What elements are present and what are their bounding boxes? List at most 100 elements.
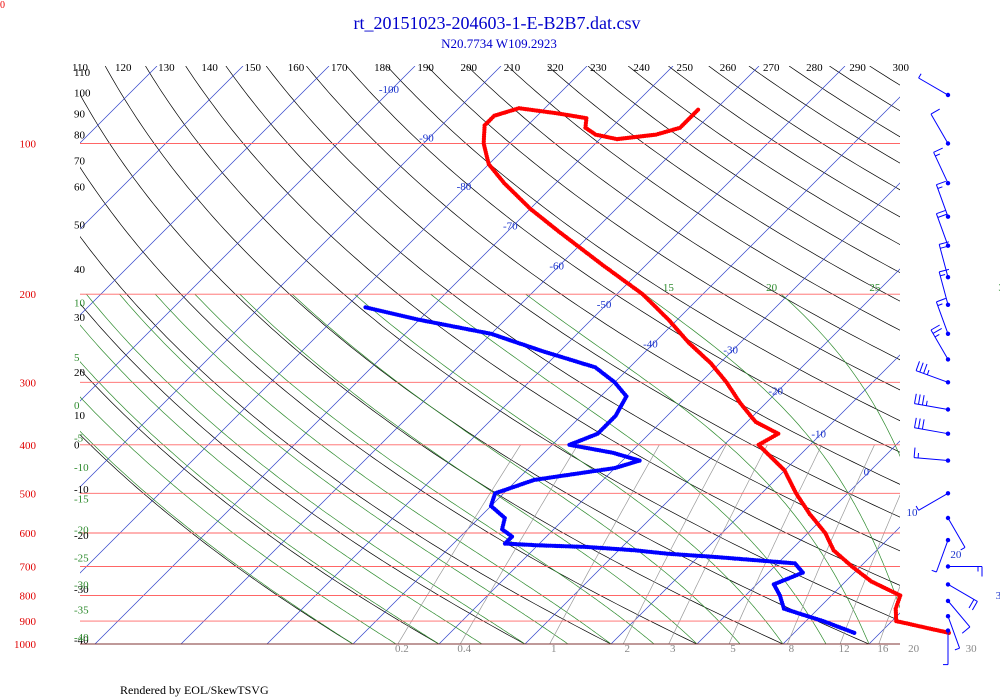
wind-barb <box>945 515 966 551</box>
wind-barb-staff <box>935 213 949 246</box>
moist-adiabat-label: -30 <box>74 580 89 592</box>
wind-barb-flag <box>923 363 928 374</box>
mixing-ratio-label: 0.2 <box>395 643 409 655</box>
wind-barb-staff <box>915 370 949 383</box>
corner-label: 0 <box>0 0 5 11</box>
moist-adiabat-line <box>909 294 998 644</box>
wind-barb-staff <box>933 152 949 184</box>
isotherm-line <box>80 66 244 230</box>
wind-barb <box>943 628 951 666</box>
wind-barb <box>930 108 951 146</box>
dry-adiabat-label: 90 <box>74 108 86 120</box>
isotherm-label: 20 <box>950 549 962 561</box>
isotherm-label: -10 <box>811 428 826 440</box>
theta-top-label: 130 <box>158 62 175 74</box>
wind-barb-flag <box>940 245 951 249</box>
theta-top-label: 260 <box>720 62 737 74</box>
wind-barb-flag <box>918 418 921 429</box>
isotherm-label: 0 <box>864 467 870 479</box>
wind-barb-half-flag <box>926 369 930 375</box>
wind-barb-flag <box>930 108 940 115</box>
mixing-ratio-label: 3 <box>670 643 676 655</box>
moist-adiabat-line <box>194 293 655 644</box>
isotherm-line <box>868 612 900 644</box>
isotherm-line <box>438 182 900 644</box>
wind-barb <box>935 180 951 219</box>
pressure-label: 100 <box>20 139 37 151</box>
temperature-point <box>696 107 701 112</box>
wind-barb-half-flag <box>918 73 922 79</box>
dry-adiabat-line <box>829 66 900 112</box>
moist-adiabat-label: -15 <box>74 493 89 505</box>
pressure-label: 500 <box>20 488 37 500</box>
wind-barb-dot <box>945 491 951 496</box>
isotherm-line <box>80 66 416 402</box>
wind-barb <box>913 447 951 463</box>
dry-adiabat-line <box>265 66 900 518</box>
dry-adiabat-line <box>225 66 900 552</box>
moist-adiabat-line <box>80 396 397 644</box>
isotherm-label: -30 <box>723 344 738 356</box>
moist-adiabat-line <box>430 293 827 644</box>
wind-barb-staff <box>918 77 949 96</box>
wind-barb-staff <box>935 539 949 573</box>
wind-barb-staff <box>947 583 978 602</box>
mixing-ratio-label: 16 <box>877 643 889 655</box>
wind-barb-flag <box>971 601 978 611</box>
dry-adiabat-line <box>80 302 526 644</box>
wind-barb-dot <box>945 214 951 219</box>
wind-barb <box>935 297 951 336</box>
dry-adiabat-line <box>587 66 900 273</box>
pressure-label: 1000 <box>14 639 37 651</box>
dry-adiabat-line <box>668 66 900 218</box>
dry-adiabat-label: 110 <box>74 67 91 79</box>
wind-barb <box>938 241 951 280</box>
wind-barbs <box>913 73 983 666</box>
moist-adiabat-label: -5 <box>74 433 84 445</box>
pressure-label: 600 <box>20 528 37 540</box>
theta-top-label: 300 <box>893 62 910 74</box>
dewpoint-point <box>363 305 368 310</box>
moist-adiabat-line <box>155 293 612 644</box>
theta-top-label: 200 <box>461 62 478 74</box>
mixing-ratio-label: 2 <box>624 643 630 655</box>
isotherm-line <box>610 354 900 644</box>
wind-barb-flag <box>936 209 946 215</box>
wind-barb-staff <box>918 492 949 511</box>
dry-adiabat-line <box>145 66 900 622</box>
dry-adiabat-label: 80 <box>74 130 86 142</box>
isotherm-label: -80 <box>457 181 472 193</box>
wind-barb-flag <box>939 241 950 245</box>
wind-barb-flag <box>932 327 942 334</box>
mixing-ratio-label: 8 <box>789 643 795 655</box>
pressure-label: 800 <box>20 590 37 602</box>
wind-barb <box>915 361 951 385</box>
wind-barb-staff <box>947 616 961 649</box>
wind-barb-flag <box>939 268 950 273</box>
mixing-ratio-label: 20 <box>908 643 920 655</box>
wind-barb-dot <box>945 582 951 587</box>
isotherm-label: -60 <box>549 260 564 272</box>
isotherm-line <box>80 66 330 316</box>
moist-adiabat-label: -10 <box>74 462 89 474</box>
isotherm-label: -50 <box>597 299 612 311</box>
wind-barb-dot <box>945 357 951 362</box>
dry-adiabat-line <box>80 93 784 644</box>
theta-top-label: 240 <box>633 62 650 74</box>
moist-adiabat-label: -25 <box>74 552 89 564</box>
wind-barb-flag <box>914 417 917 428</box>
isotherm-label: -100 <box>379 84 400 96</box>
theta-top-label: 190 <box>417 62 434 74</box>
theta-top-label: 270 <box>763 62 780 74</box>
wind-barb <box>915 491 951 511</box>
wind-barb-half-flag <box>960 546 966 551</box>
dry-adiabat-label: 0 <box>74 439 80 451</box>
theta-top-label: 220 <box>547 62 564 74</box>
moist-adiabat-top-label: 15 <box>663 282 675 294</box>
wind-barb-half-flag <box>940 274 946 277</box>
isotherm-label: -90 <box>419 133 434 145</box>
moist-adiabat-label: 10 <box>74 298 86 310</box>
wind-barb <box>945 582 978 611</box>
wind-barb-flag <box>936 180 946 186</box>
